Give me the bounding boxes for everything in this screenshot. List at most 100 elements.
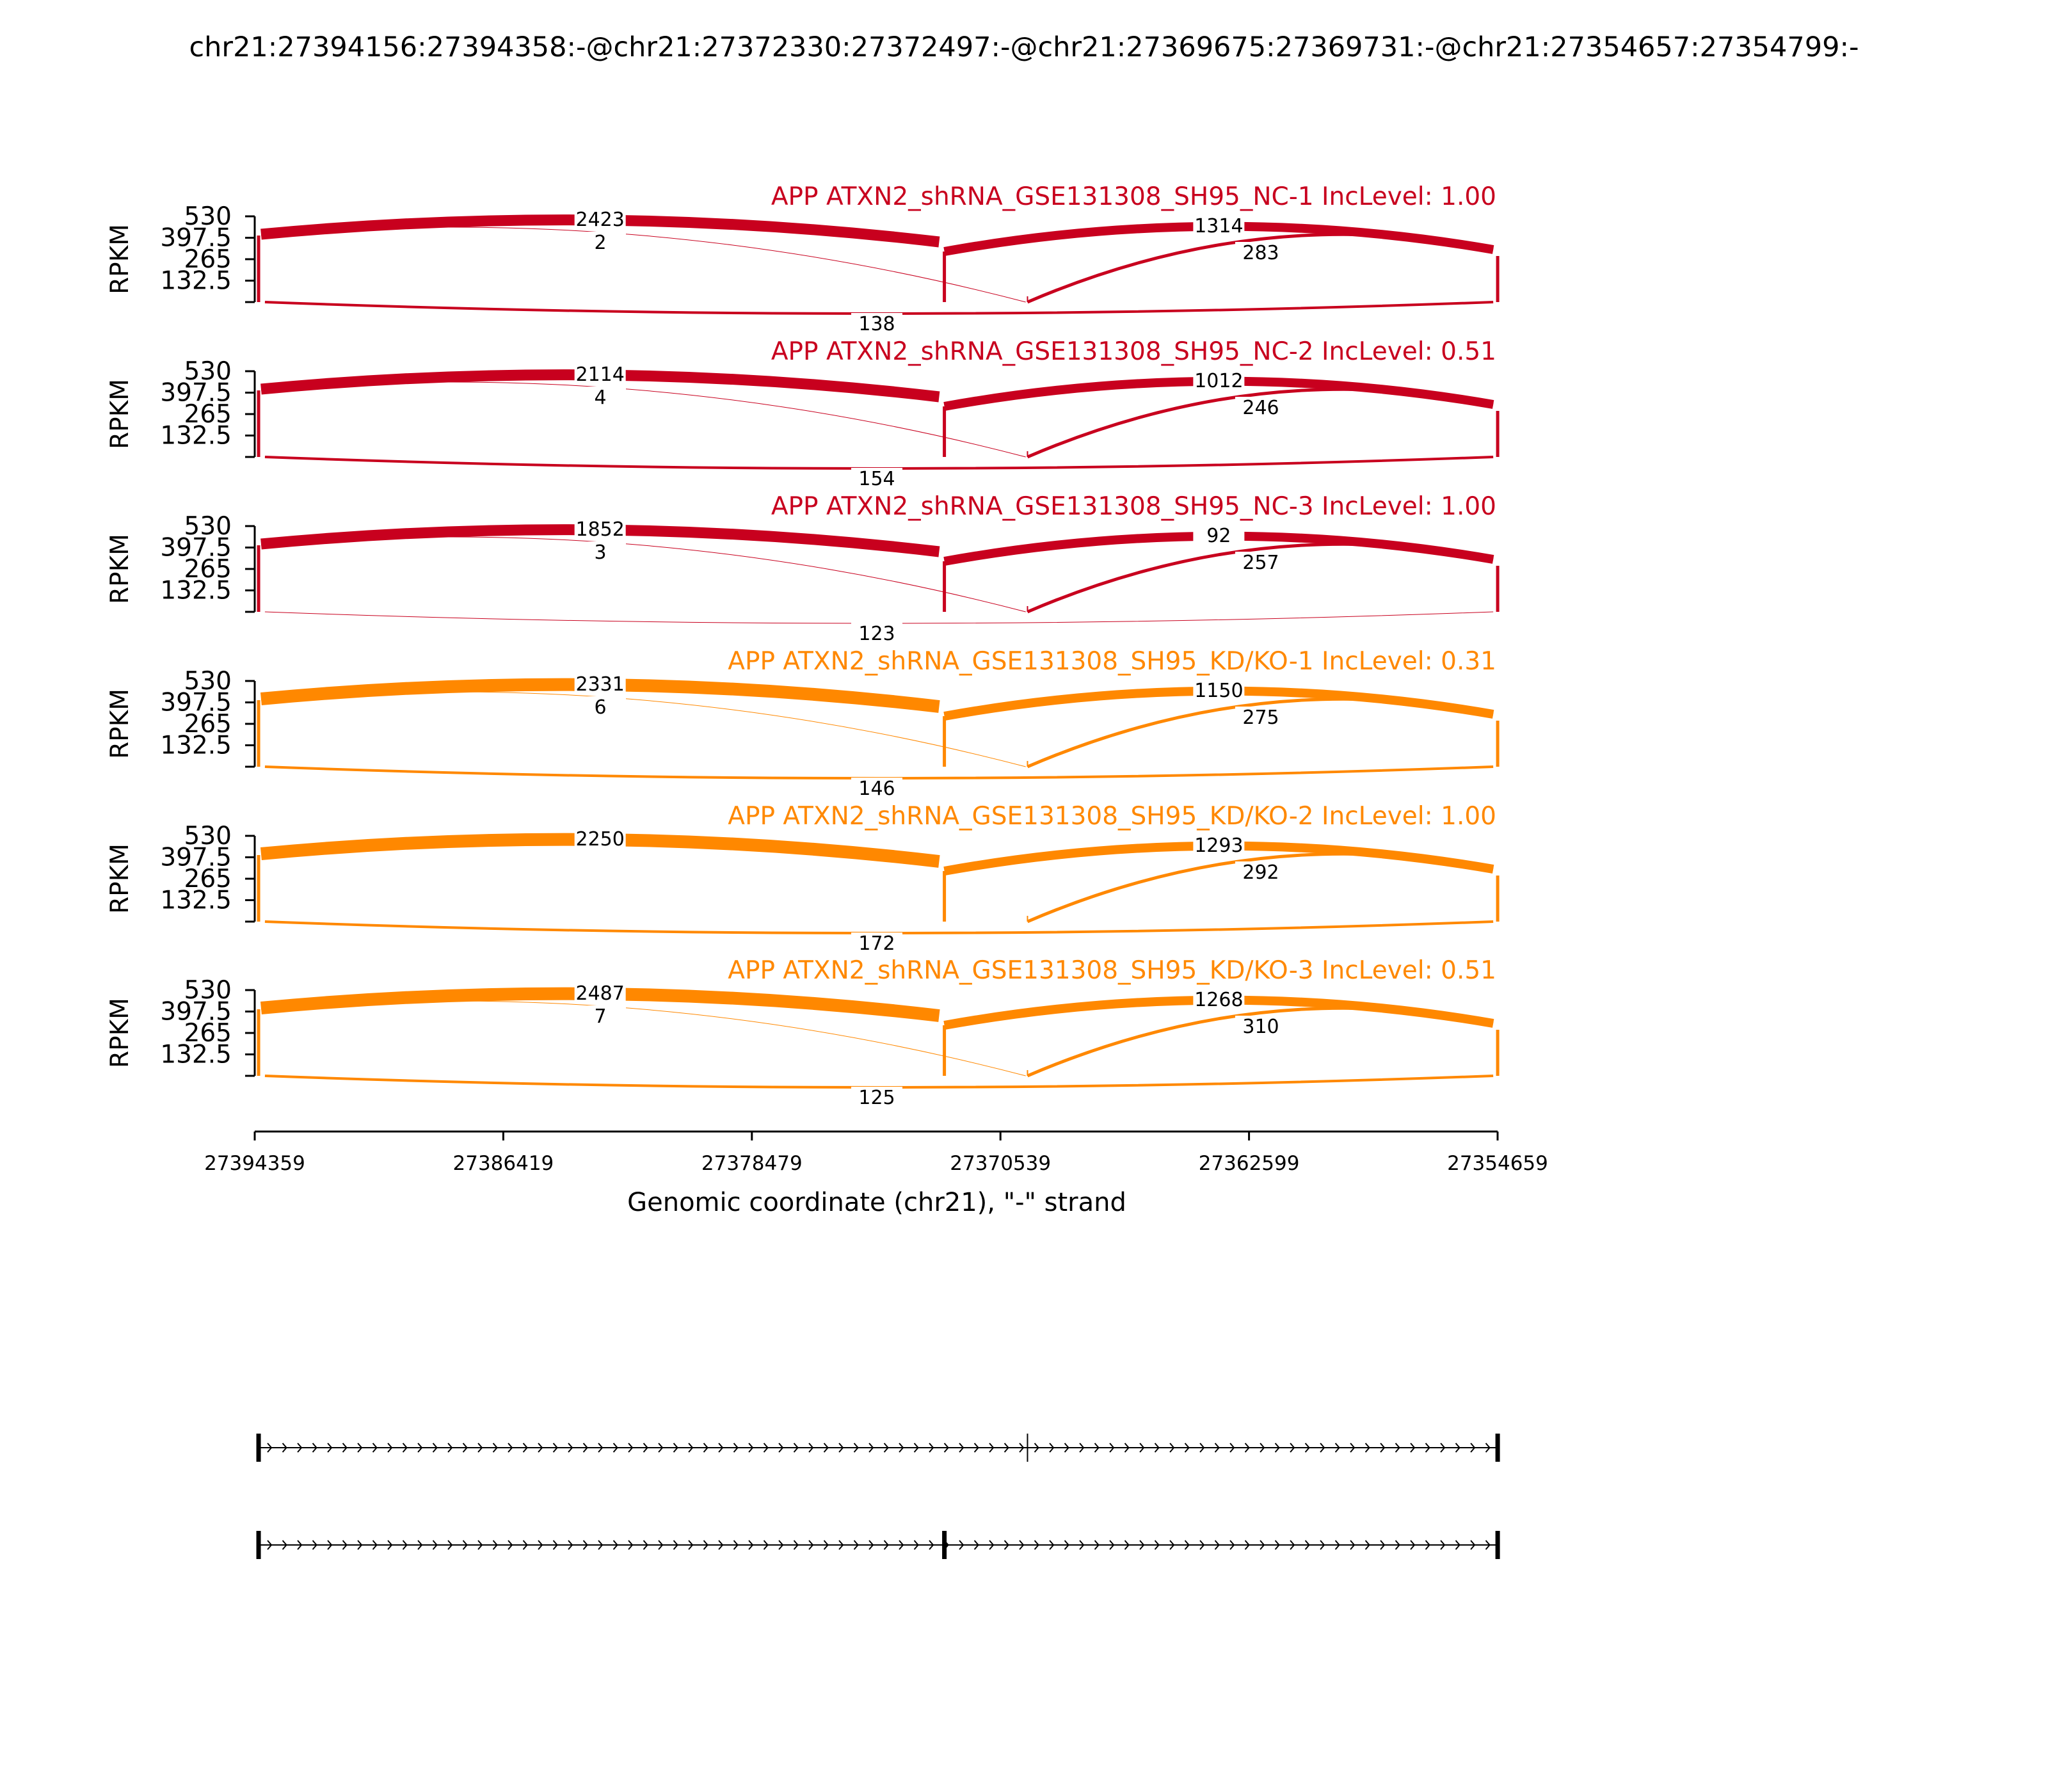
- junction-label-box: [1193, 369, 1245, 390]
- y-axis-label: RPKM: [106, 224, 134, 294]
- strand-arrow: [748, 1443, 754, 1453]
- strand-arrow: [1109, 1443, 1115, 1453]
- strand-arrow: [447, 1443, 453, 1453]
- strand-arrow: [508, 1540, 513, 1550]
- junction-label-box: [574, 209, 626, 229]
- junction-count-label: 138: [858, 313, 895, 335]
- strand-arrow: [1229, 1540, 1235, 1550]
- strand-arrow: [763, 1540, 769, 1550]
- strand-arrow: [1004, 1443, 1009, 1453]
- strand-arrow: [552, 1443, 558, 1453]
- strand-arrow: [853, 1540, 859, 1550]
- strand-arrow: [688, 1443, 694, 1453]
- strand-arrow: [417, 1443, 423, 1453]
- strand-arrow: [673, 1443, 678, 1453]
- strand-arrow: [1244, 1540, 1250, 1550]
- strand-arrow: [1109, 1540, 1115, 1550]
- strand-arrow: [823, 1443, 829, 1453]
- y-tick-label: 132.5: [160, 577, 232, 605]
- strand-arrow: [432, 1540, 438, 1550]
- junction-count-label: 2487: [575, 982, 624, 1005]
- strand-arrow: [899, 1540, 904, 1550]
- strand-arrow: [673, 1540, 678, 1550]
- junction-count-label: 2114: [575, 364, 624, 386]
- strand-arrow: [1440, 1443, 1446, 1453]
- sample-label: APP ATXN2_shRNA_GSE131308_SH95_KD/KO-3 I…: [728, 956, 1496, 985]
- strand-arrow: [733, 1443, 739, 1453]
- junction-count-label: 1150: [1194, 680, 1243, 702]
- strand-arrow: [1004, 1540, 1009, 1550]
- junction-arc: [1027, 232, 1494, 304]
- junction-count-label: 283: [1242, 242, 1279, 264]
- strand-arrow: [1199, 1540, 1205, 1550]
- strand-arrow: [1139, 1540, 1145, 1550]
- strand-arrow: [913, 1443, 919, 1453]
- y-tick-label: 265: [184, 865, 232, 893]
- y-tick-label: 397.5: [160, 224, 232, 253]
- strand-arrow: [598, 1540, 604, 1550]
- strand-arrow: [838, 1540, 844, 1550]
- strand-arrow: [357, 1443, 363, 1453]
- junction-arc: [1027, 852, 1494, 924]
- junction-count-label: 123: [858, 623, 895, 645]
- strand-arrow: [853, 1443, 859, 1453]
- strand-arrow: [1350, 1443, 1356, 1453]
- strand-arrow: [1229, 1443, 1235, 1453]
- strand-arrow: [522, 1443, 528, 1453]
- strand-arrow: [462, 1540, 468, 1550]
- junction-arc: [260, 536, 1026, 612]
- y-tick-label: 530: [184, 667, 232, 696]
- strand-arrow: [959, 1443, 964, 1453]
- junction-label-box: [1193, 679, 1245, 700]
- strand-arrow: [1395, 1540, 1400, 1550]
- y-tick-label: 397.5: [160, 844, 232, 872]
- junction-label-box: [1235, 707, 1286, 727]
- strand-arrow: [612, 1540, 618, 1550]
- x-tick-label: 27370539: [950, 1152, 1051, 1175]
- strand-arrow: [1064, 1540, 1069, 1550]
- strand-arrow: [793, 1540, 799, 1550]
- strand-arrow: [522, 1540, 528, 1550]
- strand-arrow: [342, 1443, 348, 1453]
- strand-arrow: [1124, 1540, 1130, 1550]
- strand-arrow: [1214, 1443, 1220, 1453]
- strand-arrow: [989, 1540, 995, 1550]
- junction-count-label: 1293: [1194, 835, 1243, 857]
- junction-count-label: 257: [1242, 552, 1279, 574]
- x-axis-label: Genomic coordinate (chr21), "-" strand: [627, 1188, 1126, 1217]
- junction-label-box: [574, 364, 626, 384]
- strand-arrow: [808, 1540, 814, 1550]
- strand-arrow: [1199, 1443, 1205, 1453]
- junction-count-label: 7: [594, 1005, 606, 1028]
- sample-label: APP ATXN2_shRNA_GSE131308_SH95_KD/KO-1 I…: [728, 647, 1496, 676]
- junction-label-box: [851, 1087, 902, 1107]
- strand-arrow: [538, 1540, 543, 1550]
- junction-arc: [264, 1075, 1494, 1089]
- junction-count-label: 4: [594, 387, 606, 409]
- junction-label-box: [1235, 1016, 1286, 1036]
- y-axis-label: RPKM: [106, 998, 134, 1068]
- junction-arc: [260, 691, 1026, 767]
- sample-label: APP ATXN2_shRNA_GSE131308_SH95_NC-3 IncL…: [771, 492, 1496, 521]
- strand-arrow: [628, 1443, 634, 1453]
- strand-arrow: [387, 1443, 393, 1453]
- strand-arrow: [1034, 1443, 1039, 1453]
- strand-arrow: [1470, 1443, 1476, 1453]
- junction-arc: [260, 1000, 1026, 1076]
- strand-arrow: [1049, 1540, 1055, 1550]
- junction-label-box: [851, 313, 902, 333]
- junction-label-box: [851, 778, 902, 798]
- strand-arrow: [989, 1443, 995, 1453]
- strand-arrow: [1019, 1443, 1025, 1453]
- strand-arrow: [643, 1443, 648, 1453]
- strand-arrow: [838, 1443, 844, 1453]
- strand-arrow: [823, 1540, 829, 1550]
- strand-arrow: [402, 1540, 408, 1550]
- strand-arrow: [1410, 1540, 1416, 1550]
- strand-arrow: [883, 1443, 889, 1453]
- junction-count-label: 1268: [1194, 989, 1243, 1011]
- junction-label-box: [1193, 214, 1245, 236]
- strand-arrow: [612, 1443, 618, 1453]
